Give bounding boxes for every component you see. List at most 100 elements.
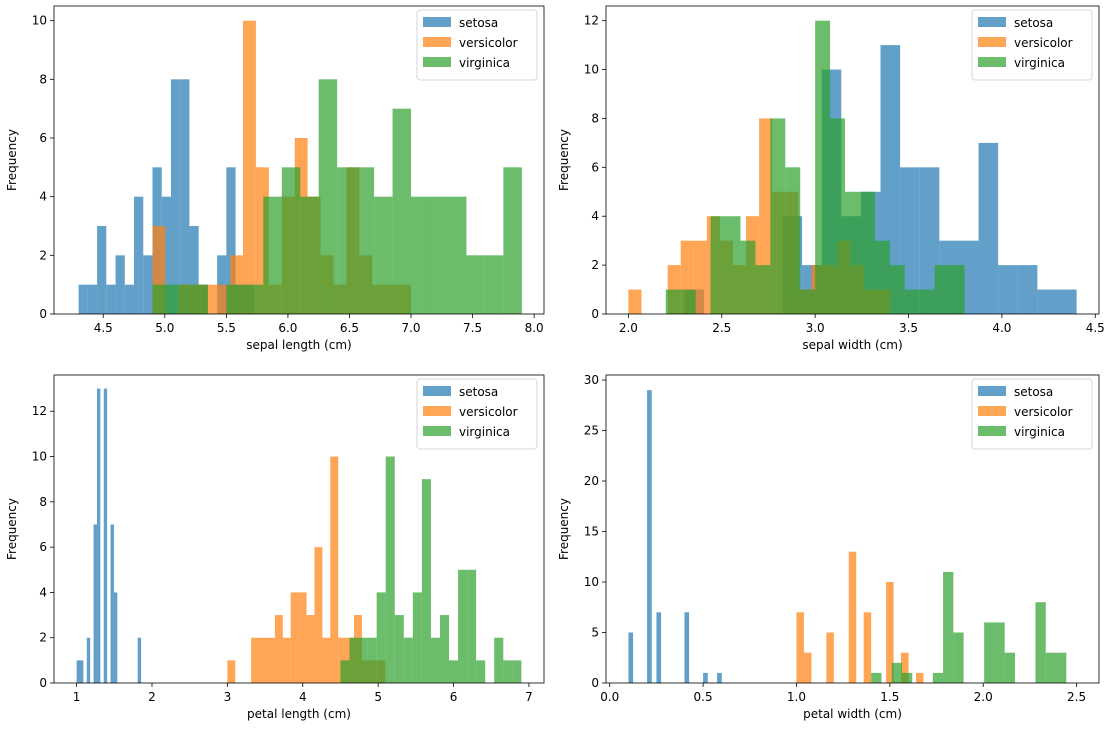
bar-setosa: [684, 612, 690, 683]
bar-virginica: [449, 660, 459, 683]
bar-setosa: [703, 672, 708, 683]
bar-versicolor: [314, 547, 323, 683]
bar-virginica: [358, 637, 368, 683]
bar-virginica: [447, 196, 467, 314]
legend-swatch-virginica: [978, 57, 1006, 67]
bar-virginica: [512, 660, 522, 683]
x-axis-label: sepal width (cm): [802, 338, 902, 352]
bar-virginica: [349, 637, 359, 683]
bar-virginica: [1035, 602, 1046, 683]
bar-virginica: [467, 569, 477, 683]
bar-setosa: [717, 672, 722, 683]
bar-virginica: [710, 216, 726, 314]
bar-versicolor: [298, 592, 307, 683]
bar-virginica: [263, 196, 282, 314]
plot-frame: [53, 5, 545, 315]
bar-setosa: [76, 660, 81, 683]
legend-label-versicolor: versicolor: [459, 405, 518, 419]
bar-setosa: [106, 284, 116, 314]
legend-swatch-setosa: [978, 17, 1006, 27]
bar-virginica: [785, 167, 801, 314]
y-tick-label: 4: [591, 209, 599, 223]
bar-virginica: [494, 637, 504, 683]
bar-virginica: [889, 265, 905, 314]
legend-swatch-versicolor: [978, 406, 1006, 416]
x-tick-label: 5.0: [155, 321, 174, 335]
bar-virginica: [392, 108, 412, 314]
bar-setosa: [113, 592, 118, 683]
bar-virginica: [770, 118, 786, 314]
bar-virginica: [476, 660, 486, 683]
bar-virginica: [901, 672, 913, 683]
y-tick-label: 4: [39, 585, 47, 599]
y-tick-label: 10: [32, 14, 47, 28]
bar-virginica: [953, 632, 964, 683]
bar-setosa: [170, 79, 181, 314]
bar-virginica: [725, 216, 741, 314]
bar-virginica: [503, 660, 513, 683]
bar-virginica: [680, 289, 696, 314]
y-tick-label: 10: [32, 450, 47, 464]
bar-virginica: [394, 615, 404, 683]
x-tick-label: 1: [73, 690, 81, 704]
x-tick-label: 5: [374, 690, 382, 704]
plot-frame: [605, 374, 1100, 684]
x-tick-label: 2: [148, 690, 156, 704]
x-tick-label: 6: [450, 690, 458, 704]
y-tick-label: 2: [39, 631, 47, 645]
bar-virginica: [340, 660, 350, 683]
legend-label-setosa: setosa: [459, 385, 498, 399]
bar-virginica: [845, 191, 860, 314]
x-tick-label: 3.5: [899, 321, 918, 335]
bar-virginica: [374, 196, 393, 314]
bar-virginica: [871, 672, 882, 683]
bar-setosa: [93, 524, 97, 683]
bar-setosa: [143, 255, 153, 314]
bar-setosa: [80, 660, 84, 683]
legend: setosa versicolor virginica: [971, 378, 1093, 450]
bar-virginica: [466, 255, 485, 314]
bar-virginica: [891, 662, 902, 683]
bar-virginica: [874, 240, 890, 314]
petal-width-histogram: 0.0 0.5 1.0 1.5 2.0 2.5 0 5 10 15 20 25 30 petal widt…: [557, 373, 1100, 721]
bar-setosa: [134, 196, 144, 314]
bar-virginica: [355, 167, 375, 314]
bar-virginica: [189, 284, 208, 314]
y-tick-label: 15: [584, 525, 599, 539]
legend-label-versicolor: versicolor: [1014, 405, 1073, 419]
y-tick-label: 20: [584, 474, 599, 488]
x-axis-label: petal length (cm): [247, 707, 351, 721]
bar-virginica: [226, 284, 245, 314]
bar-setosa: [115, 255, 125, 314]
series-setosa: [76, 388, 142, 683]
y-tick-label: 5: [591, 626, 599, 640]
x-tick-label: 1.5: [880, 690, 899, 704]
legend-swatch-virginica: [423, 426, 451, 436]
x-tick-label: 5.5: [217, 321, 236, 335]
bar-versicolor: [863, 612, 872, 683]
sepal-width-histogram: 2.0 2.5 3.0 3.5 4.0 4.5 0 2 4 6 8 10 12 sepal width (…: [557, 5, 1105, 352]
bar-setosa: [78, 284, 88, 314]
y-tick-label: 8: [39, 495, 47, 509]
bar-virginica: [1045, 652, 1057, 683]
bar-setosa: [1056, 289, 1077, 314]
y-axis-label: Frequency: [5, 129, 19, 191]
bar-setosa: [180, 79, 190, 314]
sepal-length-histogram: 4.5 5.0 5.5 6.0 6.5 7.0 7.5 8.0 0 2 4 6 8 10 sepal len…: [5, 5, 545, 352]
legend-swatch-virginica: [423, 57, 451, 67]
bar-virginica: [830, 118, 846, 314]
y-tick-label: 8: [591, 111, 599, 125]
bar-versicolor: [693, 240, 707, 314]
bar-setosa: [103, 388, 108, 683]
y-axis-label: Frequency: [557, 129, 571, 191]
bar-setosa: [656, 612, 662, 683]
legend: setosa versicolor virginica: [416, 9, 538, 81]
bar-virginica: [949, 265, 965, 314]
x-tick-label: 2.5: [1067, 690, 1086, 704]
legend-swatch-setosa: [978, 386, 1006, 396]
y-tick-label: 25: [584, 424, 599, 438]
x-tick-label: 2.0: [974, 690, 993, 704]
x-tick-label: 4.0: [992, 321, 1011, 335]
